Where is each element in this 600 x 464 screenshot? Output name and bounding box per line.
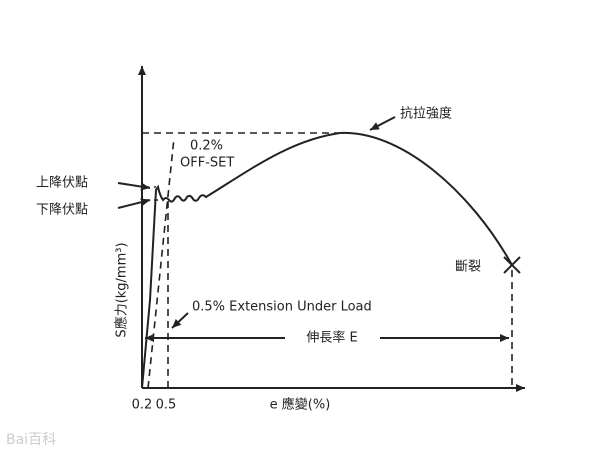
extension-label: 0.5% Extension Under Load bbox=[192, 300, 372, 315]
upper-yield-pointer bbox=[117, 182, 151, 191]
lower-yield-label: 下降伏點 bbox=[36, 203, 88, 218]
upper-yield-label: 上降伏點 bbox=[36, 176, 88, 191]
fracture-mark bbox=[503, 256, 521, 274]
extension-pointer bbox=[171, 312, 189, 329]
x-axis-label: e 應變(%) bbox=[270, 397, 331, 413]
offset-line bbox=[147, 137, 175, 389]
x-tick-label: 0.2 bbox=[132, 398, 153, 413]
tensile-pointer bbox=[369, 116, 396, 131]
y-axis-label: S應力(kg/mm³) bbox=[114, 242, 130, 337]
tensile-strength-label: 抗拉強度 bbox=[400, 106, 452, 122]
x-tick-label: 0.5 bbox=[156, 398, 177, 413]
fracture-label: 斷裂 bbox=[455, 260, 481, 275]
offset-label: OFF-SET bbox=[180, 156, 234, 171]
watermark: Bai百科 bbox=[6, 432, 56, 448]
offset-percent: 0.2% bbox=[190, 139, 223, 154]
elongation-label: 伸長率 E bbox=[306, 330, 357, 346]
lower-yield-pointer bbox=[117, 198, 151, 209]
